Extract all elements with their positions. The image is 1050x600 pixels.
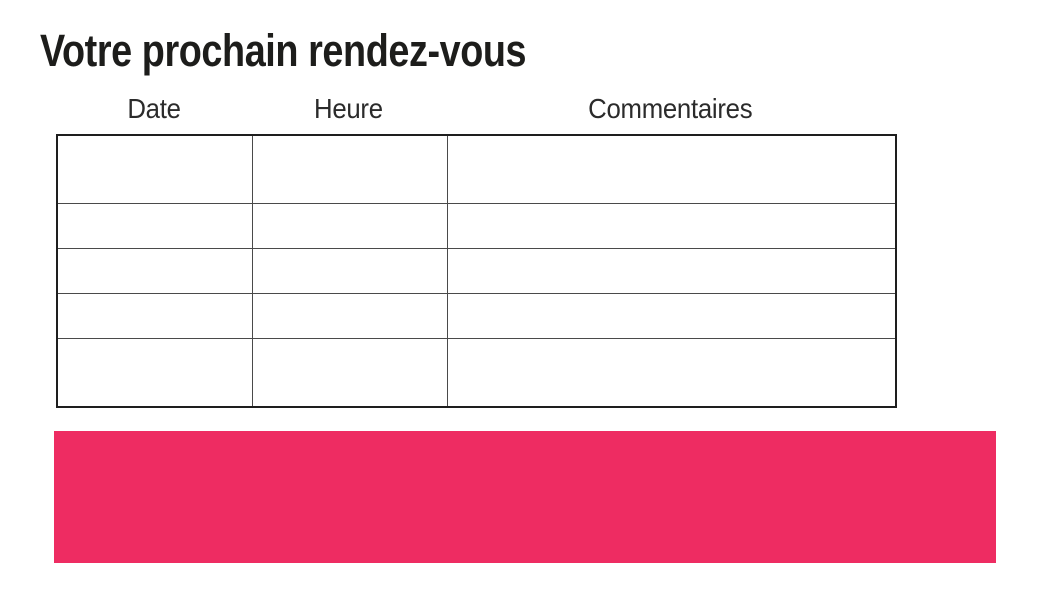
column-header-date: Date [56, 91, 251, 127]
table-cell [446, 247, 897, 295]
table-cell [446, 202, 897, 249]
appointments-table [56, 134, 897, 408]
table-cell [251, 134, 448, 204]
table-cell [56, 202, 253, 249]
highlight-banner [54, 431, 996, 563]
table-row [56, 247, 897, 295]
table-cell [56, 247, 253, 295]
table-cell [56, 293, 253, 340]
column-header-heure-label: Heure [314, 93, 383, 124]
column-header-date-label: Date [126, 93, 181, 124]
column-header-heure: Heure [251, 91, 446, 127]
table-row [56, 293, 897, 340]
table-cell [251, 202, 448, 249]
table-row [56, 202, 897, 249]
table-cell [446, 134, 897, 204]
table-column-headers: Date Heure Commentaires [56, 91, 895, 127]
table-cell [251, 293, 448, 340]
table-cell [251, 247, 448, 295]
table-cell [446, 338, 897, 408]
table-cell [56, 134, 253, 204]
page-title: Votre prochain rendez-vous [40, 25, 527, 76]
table-cell [446, 293, 897, 340]
table-row [56, 338, 897, 408]
table-row [56, 134, 897, 204]
column-header-commentaires-label: Commentaires [588, 93, 753, 124]
table-cell [251, 338, 448, 408]
table-cell [56, 338, 253, 408]
appointments-table-body [56, 134, 897, 408]
column-header-commentaires: Commentaires [446, 91, 895, 127]
